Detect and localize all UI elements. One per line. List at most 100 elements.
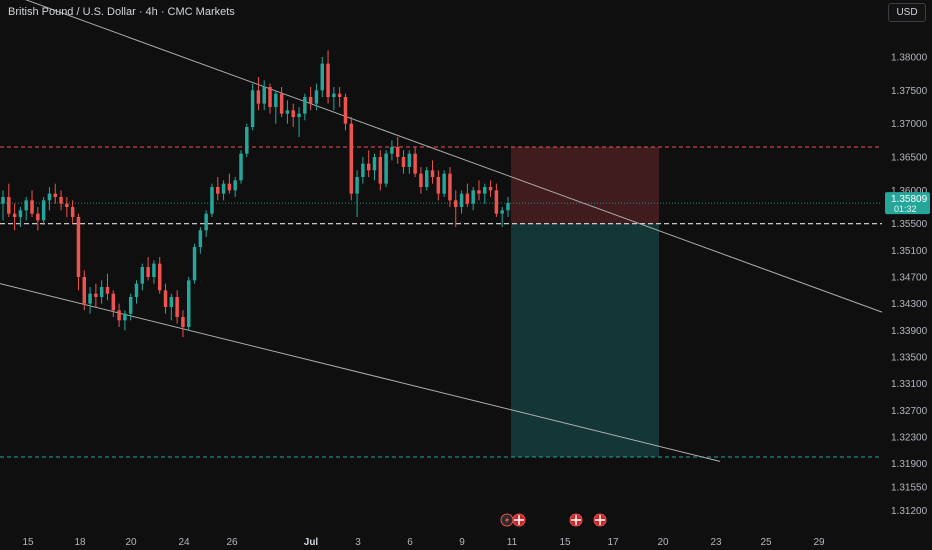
x-axis-tick: 24 (178, 537, 190, 548)
candle-body (454, 200, 458, 207)
candle-body (187, 280, 191, 327)
candle-body (30, 200, 34, 214)
last-price-badge (885, 192, 930, 215)
candle-body (250, 90, 255, 127)
y-axis-tick: 1.37000 (891, 119, 928, 130)
candle-body (274, 93, 278, 107)
x-axis-tick: 25 (760, 537, 772, 548)
candle-body (268, 87, 272, 107)
candle-body (262, 87, 266, 104)
y-axis-tick: 1.36500 (891, 153, 928, 164)
candle-body (123, 313, 127, 321)
candle-body (494, 190, 499, 214)
y-axis-tick: 1.35100 (891, 246, 928, 257)
candle-body (152, 263, 156, 277)
candle-body (216, 187, 220, 194)
x-axis-tick: 11 (507, 537, 518, 548)
x-axis-tick: 26 (226, 537, 238, 548)
candle-body (291, 110, 295, 117)
upper-trendline[interactable] (0, 0, 883, 313)
last-price-value: 1.35809 (891, 194, 928, 205)
candle-body (384, 153, 388, 184)
x-axis-tick: 20 (125, 537, 137, 548)
x-axis-tick: 17 (607, 537, 619, 548)
candle-body (361, 163, 365, 177)
candle-body (483, 187, 487, 194)
candle-body (105, 287, 110, 294)
candle-body (448, 173, 452, 201)
candle-body (442, 173, 446, 194)
candle-body (65, 203, 69, 207)
y-axis-tick: 1.32700 (891, 406, 928, 417)
us-flag-icon[interactable] (569, 513, 583, 527)
candle-body (36, 213, 40, 221)
candle-body (337, 93, 342, 97)
candle-body (181, 317, 185, 327)
candle-body (7, 197, 11, 214)
x-axis-tick: 29 (813, 537, 825, 548)
y-axis-tick: 1.33100 (891, 379, 928, 390)
y-axis-tick: 1.33900 (891, 326, 928, 337)
candle-body (47, 193, 52, 201)
candle-body (465, 193, 470, 204)
candle-body (488, 187, 493, 191)
candle-body (303, 97, 307, 114)
candle-body (407, 153, 412, 167)
candle-body (506, 203, 510, 211)
candle-body (134, 283, 139, 297)
currency-button[interactable]: USD (888, 3, 926, 22)
y-axis-tick: 1.34700 (891, 273, 928, 284)
y-axis-tick: 1.37500 (891, 86, 928, 97)
candle-body (76, 217, 81, 277)
y-axis-tick: 1.35500 (891, 219, 928, 230)
candle-body (128, 297, 133, 314)
bar-countdown: 01:32 (894, 204, 917, 214)
candle-body (326, 63, 330, 97)
candle-body (53, 193, 57, 197)
candle-body (436, 177, 441, 194)
candle-body (355, 177, 359, 194)
candle-body (372, 157, 377, 171)
x-axis-tick: 18 (74, 537, 86, 548)
candle-body (459, 193, 464, 207)
candle-body (477, 190, 481, 194)
candle-body (413, 153, 417, 174)
candle-body (256, 90, 261, 104)
candle-body (146, 267, 150, 277)
y-axis-tick: 1.31550 (891, 483, 928, 494)
uk-flag-icon[interactable] (512, 513, 526, 527)
candle-body (395, 147, 400, 157)
candle-body (59, 197, 63, 204)
candle-body (41, 200, 46, 221)
candle-body (111, 293, 116, 311)
candle-body (378, 157, 383, 184)
candle-body (279, 93, 284, 114)
x-axis-tick: 6 (407, 537, 413, 548)
candle-body (314, 90, 319, 104)
candle-body (94, 293, 98, 297)
y-axis-tick: 1.31900 (891, 459, 928, 470)
candle-body (221, 183, 226, 194)
lightning-flag-icon[interactable] (500, 513, 514, 527)
candle-body (210, 187, 214, 214)
candle-body (332, 93, 336, 97)
x-axis-tick: 15 (559, 537, 571, 548)
x-axis-tick: 15 (22, 537, 34, 548)
candle-body (419, 173, 423, 187)
uk-flag-icon[interactable] (593, 513, 607, 527)
x-axis-tick: 9 (459, 537, 465, 548)
y-axis-tick: 1.34300 (891, 299, 928, 310)
x-axis-tick: 23 (710, 537, 722, 548)
candle-body (192, 247, 197, 281)
candle-body (343, 97, 348, 124)
x-axis-tick: 20 (657, 537, 669, 548)
candle-body (245, 127, 249, 154)
candle-body (1, 197, 5, 204)
take-profit-zone[interactable] (511, 223, 659, 457)
candle-body (140, 267, 145, 284)
candle-body (157, 263, 162, 291)
y-axis-tick: 1.33500 (891, 353, 928, 364)
candle-body (117, 310, 121, 321)
y-axis-tick: 1.38000 (891, 53, 928, 64)
